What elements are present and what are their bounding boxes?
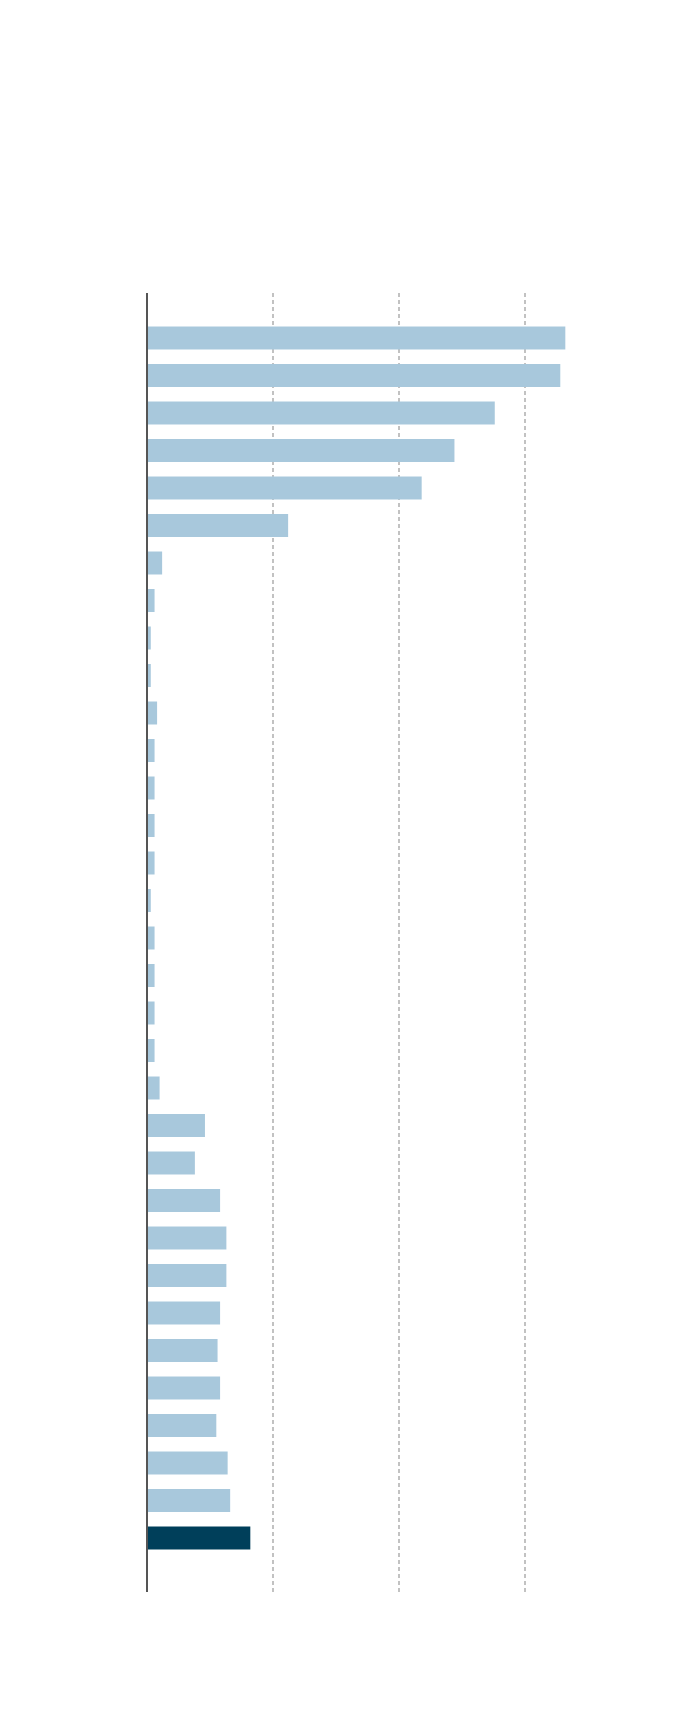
bar [147,1226,227,1250]
bar [147,551,163,575]
bar [147,814,155,837]
bar [147,589,155,612]
bar [147,889,151,912]
bar [147,701,158,725]
bar [147,1376,221,1400]
bar [147,401,495,425]
bar [147,439,455,462]
bar [147,326,566,350]
bar [147,1264,227,1287]
bar [147,776,155,800]
bar [147,1339,218,1362]
bar [147,664,151,687]
bar [147,1489,231,1512]
bar [147,1189,221,1212]
bar [147,1451,228,1475]
bar [147,364,561,387]
bar [147,1114,205,1137]
bar [147,1414,217,1437]
bar [147,739,155,762]
bar [147,1039,155,1062]
bar [147,514,289,537]
bar [147,1001,155,1025]
bar [147,476,422,500]
bar [147,1151,195,1175]
bar [147,851,155,875]
bar [147,1301,221,1325]
bar [147,926,155,950]
bar [147,964,155,987]
bar [147,626,151,650]
bar [147,1526,251,1550]
bar [147,1076,160,1100]
